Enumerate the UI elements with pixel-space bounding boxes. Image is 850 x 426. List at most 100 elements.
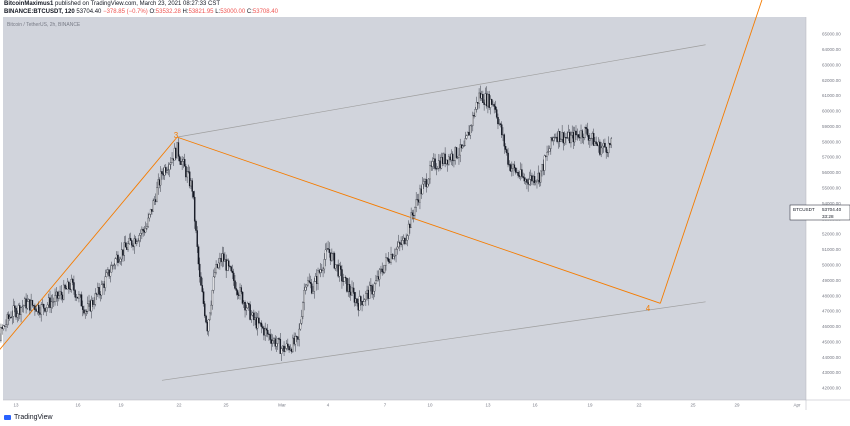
- channel-lines[interactable]: [161, 44, 706, 381]
- candle-body: [161, 171, 163, 174]
- price-tag-symbol: BTCUSDT: [793, 207, 815, 212]
- candle-body: [584, 126, 586, 139]
- candle-body: [21, 306, 24, 308]
- candle-body: [266, 330, 269, 335]
- candle-body: [407, 223, 410, 236]
- x-tick-label: 13: [13, 403, 19, 408]
- time-axis[interactable]: [3, 400, 806, 410]
- candle-body: [292, 337, 294, 352]
- candle-body: [191, 180, 193, 192]
- candle-body: [334, 264, 337, 269]
- candle-body: [605, 146, 607, 153]
- candle-body: [202, 291, 205, 304]
- candle-body: [90, 300, 93, 312]
- candle-body: [192, 191, 195, 198]
- candle-body: [394, 254, 396, 257]
- candle-body: [352, 287, 355, 293]
- candle-body: [410, 212, 412, 228]
- candle-body: [61, 294, 64, 300]
- candle-body: [30, 300, 32, 311]
- candle-body: [89, 300, 92, 312]
- candle-body: [178, 156, 181, 162]
- candle-body: [141, 228, 143, 234]
- candle-body: [429, 165, 431, 180]
- candle-body: [377, 276, 380, 280]
- candle-body: [382, 271, 385, 273]
- candle-body: [494, 106, 497, 110]
- candle-body: [484, 93, 487, 105]
- candle-body: [166, 170, 168, 173]
- candle-body: [467, 131, 469, 136]
- y-tick-label: 54000.00: [822, 201, 841, 206]
- candle-body: [51, 301, 54, 303]
- wave-label-3: 3: [174, 131, 179, 140]
- candle-body: [297, 336, 299, 340]
- candle-body: [243, 302, 245, 304]
- candle-body: [419, 188, 421, 203]
- candle-body: [280, 348, 283, 354]
- candle-body: [186, 171, 188, 178]
- quote-value: 53704.40: [76, 9, 102, 15]
- publisher-name[interactable]: BitcoinMaximus1: [4, 1, 54, 7]
- candle-body: [59, 291, 61, 296]
- candle-body: [153, 199, 156, 201]
- candle-body: [264, 328, 266, 336]
- candle-body: [332, 253, 334, 255]
- candle-body: [63, 284, 65, 300]
- y-tick-label: 52000.00: [822, 232, 841, 237]
- candle-body: [339, 265, 342, 270]
- candle-body: [99, 293, 102, 296]
- candle-body: [285, 343, 288, 349]
- candle-body: [146, 226, 148, 229]
- candle-body: [45, 307, 47, 312]
- wave-count-line[interactable]: [0, 0, 766, 426]
- candle-body: [342, 280, 344, 282]
- candle-body: [40, 304, 42, 315]
- candle-body: [253, 312, 255, 321]
- candle-body: [287, 343, 289, 347]
- candle-body: [371, 285, 373, 295]
- candle-body: [479, 92, 482, 99]
- candle-body: [422, 180, 425, 185]
- candle-body: [552, 137, 555, 141]
- x-tick-label: 19: [118, 403, 124, 408]
- ohlc-close: 53708.40: [252, 9, 278, 15]
- candle-body: [143, 230, 146, 233]
- candle-body: [103, 283, 105, 288]
- tradingview-logo[interactable]: TradingView: [4, 414, 53, 421]
- candle-body: [100, 284, 103, 296]
- candle-body: [149, 209, 152, 215]
- candle-body: [367, 289, 370, 299]
- symbol-name[interactable]: BINANCE:BTCUSDT, 120: [4, 9, 75, 15]
- candle-body: [450, 153, 453, 161]
- candle-body: [322, 268, 324, 271]
- candle-body: [375, 280, 377, 284]
- candle-body: [263, 327, 265, 336]
- candlestick-series[interactable]: [0, 85, 612, 361]
- candle-body: [586, 128, 589, 136]
- candle-body: [245, 307, 248, 311]
- candle-body: [69, 288, 71, 290]
- candle-body: [508, 164, 511, 166]
- candle-body: [220, 258, 222, 262]
- candle-body: [389, 261, 391, 263]
- candle-body: [430, 165, 433, 167]
- chart-title: Bitcoin / TetherUS, 2h, BINANCE: [7, 22, 81, 28]
- candle-body: [120, 249, 123, 260]
- candle-body: [49, 297, 51, 308]
- candle-body: [171, 158, 173, 163]
- candle-body: [310, 283, 313, 294]
- candle-body: [568, 132, 571, 144]
- candle-body: [258, 317, 260, 323]
- candle-body: [176, 142, 178, 159]
- candle-body: [94, 293, 97, 305]
- candle-body: [142, 228, 144, 231]
- candle-body: [406, 235, 409, 241]
- candle-body: [157, 179, 159, 188]
- candle-body: [601, 145, 604, 149]
- candle-body: [148, 214, 151, 219]
- candle-body: [278, 338, 280, 340]
- candle-body: [126, 247, 128, 250]
- candle-body: [391, 254, 394, 259]
